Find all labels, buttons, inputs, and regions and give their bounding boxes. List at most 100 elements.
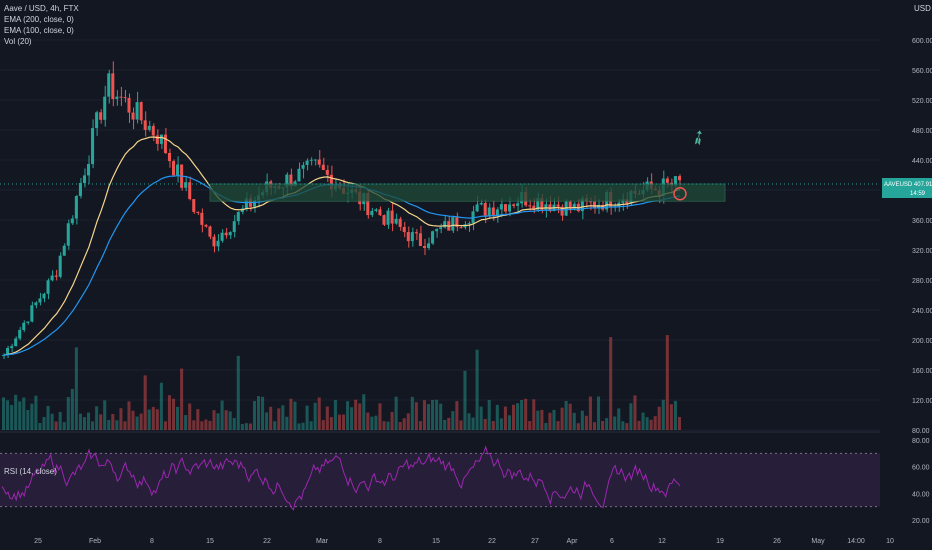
candle-body	[46, 280, 50, 294]
time-tick-label: 15	[206, 538, 214, 545]
volume-legend[interactable]: Vol (20)	[4, 37, 32, 46]
volume-bar	[390, 411, 394, 430]
volume-bar	[115, 420, 119, 430]
volume-bar	[131, 410, 135, 430]
rsi-tick-label: 80.00	[912, 438, 930, 445]
time-tick-label: 27	[531, 538, 539, 545]
candle-body	[196, 211, 200, 213]
volume-bar	[455, 401, 459, 430]
volume-bar	[625, 423, 629, 430]
candle-body	[398, 218, 402, 227]
volume-bar	[580, 410, 584, 430]
volume-bar	[155, 409, 159, 430]
price-tick-label: 160.00	[912, 368, 932, 375]
candle-body	[127, 97, 131, 113]
price-tick-label: 320.00	[912, 248, 932, 255]
candle-body	[414, 232, 418, 234]
candle-body	[313, 159, 317, 161]
candle-body	[74, 196, 78, 219]
candle-body	[459, 227, 463, 229]
volume-bars	[2, 335, 681, 430]
candle-body	[176, 164, 180, 176]
volume-bar	[240, 423, 244, 430]
candle-body	[560, 206, 564, 216]
candle-body	[62, 245, 66, 256]
volume-bar	[649, 419, 653, 430]
rsi-legend[interactable]: RSI (14, close)	[4, 467, 57, 476]
candle-body	[159, 134, 163, 144]
volume-bar	[398, 422, 402, 430]
time-tick-label: 26	[773, 538, 781, 545]
candle-body	[309, 159, 313, 161]
candle-body	[475, 204, 479, 212]
volume-bar	[350, 407, 354, 430]
candle-body	[329, 174, 333, 190]
time-tick-label: 10	[886, 538, 894, 545]
candle-body	[34, 302, 38, 306]
candle-body	[321, 164, 325, 171]
volume-bar	[224, 410, 228, 430]
volume-bar	[228, 411, 232, 430]
candle-body	[289, 174, 293, 187]
volume-bar	[645, 417, 649, 430]
candle-body	[443, 221, 447, 228]
last-price-symbol: AAVEUSD 407.91	[884, 182, 932, 188]
volume-bar	[87, 412, 91, 430]
volume-bar	[386, 421, 390, 430]
candle-body	[512, 204, 516, 206]
volume-bar	[184, 415, 188, 430]
time-tick-label: Feb	[89, 538, 101, 545]
volume-bar	[103, 400, 107, 430]
candle-body	[6, 347, 10, 356]
volume-bar	[204, 419, 208, 430]
volume-bar	[491, 421, 495, 430]
volume-bar	[200, 421, 204, 430]
volume-bar	[119, 408, 123, 430]
volume-bar	[342, 414, 346, 430]
volume-bar	[10, 404, 14, 430]
volume-bar	[159, 382, 163, 430]
volume-bar	[483, 418, 487, 430]
time-tick-label: Apr	[567, 538, 579, 545]
volume-bar	[297, 423, 301, 430]
candle-body	[406, 232, 410, 242]
candle-body	[30, 305, 34, 322]
ema100-legend[interactable]: EMA (100, close, 0)	[4, 26, 74, 35]
candle-body	[135, 102, 139, 120]
volume-bar	[111, 413, 115, 430]
candle-body	[491, 207, 495, 216]
candle-body	[431, 231, 435, 244]
candle-body	[580, 198, 584, 212]
price-tick-label: 280.00	[912, 278, 932, 285]
candle-body	[220, 232, 224, 241]
last-price-tag	[882, 178, 932, 198]
volume-bar	[414, 402, 418, 430]
volume-bar	[285, 416, 289, 430]
volume-bar	[293, 401, 297, 430]
volume-bar	[479, 406, 483, 430]
candle-body	[99, 112, 103, 120]
rsi-line	[1, 445, 681, 511]
candle-body	[507, 204, 511, 212]
price-tick-label: 520.00	[912, 98, 932, 105]
candle-body	[2, 355, 6, 357]
candle-body	[167, 152, 171, 162]
ema200-legend[interactable]: EMA (200, close, 0)	[4, 15, 74, 24]
volume-bar	[257, 396, 261, 430]
volume-bar	[366, 412, 370, 430]
candle-body	[556, 204, 560, 207]
candle-body	[601, 204, 605, 210]
time-tick-label: 6	[610, 538, 614, 545]
volume-bar	[556, 421, 560, 430]
volume-bar	[70, 388, 74, 430]
volume-bar	[507, 415, 511, 430]
volume-bar	[220, 400, 224, 430]
volume-bar	[58, 411, 62, 430]
volume-bar	[443, 419, 447, 430]
volume-bar	[673, 400, 677, 430]
volume-bar	[536, 410, 540, 430]
candle-body	[402, 226, 406, 233]
volume-bar	[216, 413, 220, 430]
candle-body	[451, 217, 455, 231]
